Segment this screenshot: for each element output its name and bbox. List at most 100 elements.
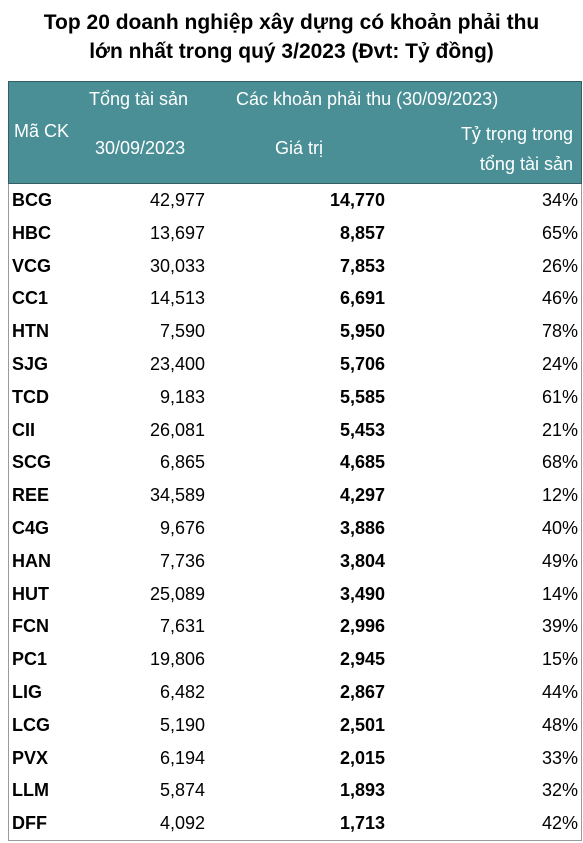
table-body: BCG 42,977 14,770 34% HBC 13,697 8,857 65% VCG 30… [8, 184, 582, 841]
table-row: HUT 25,089 3,490 14% [9, 578, 581, 611]
cell-tong-tai-san: 14,513 [149, 288, 205, 309]
header-tong-tai-san: Tổng tài sản [89, 89, 189, 109]
cell-tong-tai-san: 4,092 [159, 813, 205, 834]
cell-gia-tri: 1,893 [339, 780, 385, 801]
cell-ty-trong: 32% [541, 780, 578, 801]
cell-gia-tri: 5,950 [339, 321, 385, 342]
cell-tong-tai-san: 34,589 [149, 485, 205, 506]
cell-gia-tri: 3,886 [339, 517, 385, 538]
table-row: LLM 5,874 1,893 32% [9, 774, 581, 807]
cell-ty-trong: 26% [541, 255, 578, 276]
cell-tong-tai-san: 25,089 [149, 583, 205, 604]
cell-tong-tai-san: 42,977 [149, 190, 205, 210]
table-row: C4G 9,676 3,886 40% [9, 512, 581, 545]
cell-tong-tai-san: 6,194 [159, 747, 205, 768]
cell-ty-trong: 14% [541, 583, 578, 604]
cell-ma-ck: FCN [12, 616, 49, 637]
cell-ty-trong: 12% [541, 485, 578, 506]
cell-ma-ck: HAN [12, 550, 51, 571]
cell-ma-ck: LCG [12, 714, 50, 735]
table-row: VCG 30,033 7,853 26% [9, 250, 581, 283]
table-row: LCG 5,190 2,501 48% [9, 709, 581, 742]
cell-gia-tri: 8,857 [339, 222, 385, 243]
table-row: HTN 7,590 5,950 78% [9, 315, 581, 348]
table-row: SJG 23,400 5,706 24% [9, 348, 581, 381]
table-row: FCN 7,631 2,996 39% [9, 610, 581, 643]
cell-ty-trong: 46% [541, 288, 578, 309]
table-row: PVX 6,194 2,015 33% [9, 742, 581, 775]
cell-gia-tri: 2,015 [339, 747, 385, 768]
cell-gia-tri: 2,867 [339, 681, 385, 702]
cell-ty-trong: 39% [541, 616, 578, 637]
cell-gia-tri: 3,490 [339, 583, 385, 604]
table-title: Top 20 doanh nghiệp xây dựng có khoản ph… [0, 0, 583, 72]
cell-ty-trong: 34% [541, 190, 578, 210]
cell-tong-tai-san: 5,190 [159, 714, 205, 735]
table-row: HAN 7,736 3,804 49% [9, 545, 581, 578]
table-row: REE 34,589 4,297 12% [9, 479, 581, 512]
cell-gia-tri: 4,685 [339, 452, 385, 473]
cell-ma-ck: LIG [12, 681, 42, 702]
table-row: LIG 6,482 2,867 44% [9, 676, 581, 709]
cell-ma-ck: REE [12, 485, 50, 506]
cell-gia-tri: 2,996 [339, 616, 385, 637]
cell-ty-trong: 15% [541, 649, 578, 670]
cell-ma-ck: TCD [12, 386, 49, 407]
cell-ma-ck: VCG [12, 255, 52, 276]
table-header: Mã CK Tổng tài sản 30/09/2023 Các khoản … [8, 81, 582, 184]
header-assets-date: 30/09/2023 [95, 138, 186, 158]
table-row: CII 26,081 5,453 21% [9, 414, 581, 447]
cell-gia-tri: 6,691 [339, 288, 385, 309]
header-ty-trong-line1: Tỷ trọng trong [460, 124, 573, 144]
cell-ma-ck: SJG [12, 353, 49, 374]
cell-gia-tri: 14,770 [329, 190, 385, 210]
cell-tong-tai-san: 30,033 [149, 255, 205, 276]
cell-gia-tri: 3,804 [339, 550, 385, 571]
cell-tong-tai-san: 6,482 [159, 681, 205, 702]
header-ma-ck: Mã CK [14, 121, 70, 141]
cell-tong-tai-san: 5,874 [159, 780, 205, 801]
cell-ty-trong: 44% [541, 681, 578, 702]
cell-ma-ck: BCG [12, 190, 52, 210]
cell-ty-trong: 42% [541, 813, 578, 834]
cell-gia-tri: 5,706 [339, 353, 385, 374]
title-line-1: Top 20 doanh nghiệp xây dựng có khoản ph… [43, 11, 540, 34]
cell-tong-tai-san: 23,400 [149, 353, 205, 374]
header-gia-tri: Giá trị [275, 138, 324, 158]
cell-tong-tai-san: 9,183 [159, 386, 205, 407]
cell-ma-ck: PC1 [12, 649, 48, 670]
cell-tong-tai-san: 7,736 [159, 550, 205, 571]
cell-tong-tai-san: 7,590 [159, 321, 205, 342]
title-line-2: lớn nhất trong quý 3/2023 (Đvt: Tỷ đồng) [89, 40, 494, 63]
cell-ty-trong: 24% [541, 353, 578, 374]
cell-ty-trong: 21% [541, 419, 578, 440]
table-row: HBC 13,697 8,857 65% [9, 217, 581, 250]
table-row: SCG 6,865 4,685 68% [9, 446, 581, 479]
cell-ma-ck: HBC [12, 222, 51, 243]
cell-gia-tri: 4,297 [339, 485, 385, 506]
cell-ma-ck: CC1 [12, 288, 49, 309]
cell-gia-tri: 5,453 [339, 419, 385, 440]
cell-ma-ck: C4G [12, 517, 50, 538]
cell-ty-trong: 49% [541, 550, 578, 571]
cell-ma-ck: DFF [12, 813, 47, 834]
cell-tong-tai-san: 9,676 [159, 517, 205, 538]
cell-ma-ck: HUT [12, 583, 49, 604]
header-ty-trong-line2: tổng tài sản [479, 154, 573, 174]
cell-ty-trong: 68% [541, 452, 578, 473]
cell-ty-trong: 78% [541, 321, 578, 342]
cell-ty-trong: 33% [541, 747, 578, 768]
table-row: DFF 4,092 1,713 42% [9, 807, 581, 840]
table-row: PC1 19,806 2,945 15% [9, 643, 581, 676]
receivables-table: Mã CK Tổng tài sản 30/09/2023 Các khoản … [8, 81, 582, 841]
cell-gia-tri: 7,853 [339, 255, 385, 276]
cell-tong-tai-san: 13,697 [149, 222, 205, 243]
cell-gia-tri: 5,585 [339, 386, 385, 407]
cell-ty-trong: 48% [541, 714, 578, 735]
table-row: CC1 14,513 6,691 46% [9, 282, 581, 315]
table-row: TCD 9,183 5,585 61% [9, 381, 581, 414]
cell-ma-ck: CII [12, 419, 36, 440]
cell-gia-tri: 2,945 [339, 649, 385, 670]
cell-ty-trong: 40% [541, 517, 578, 538]
cell-gia-tri: 1,713 [339, 813, 385, 834]
